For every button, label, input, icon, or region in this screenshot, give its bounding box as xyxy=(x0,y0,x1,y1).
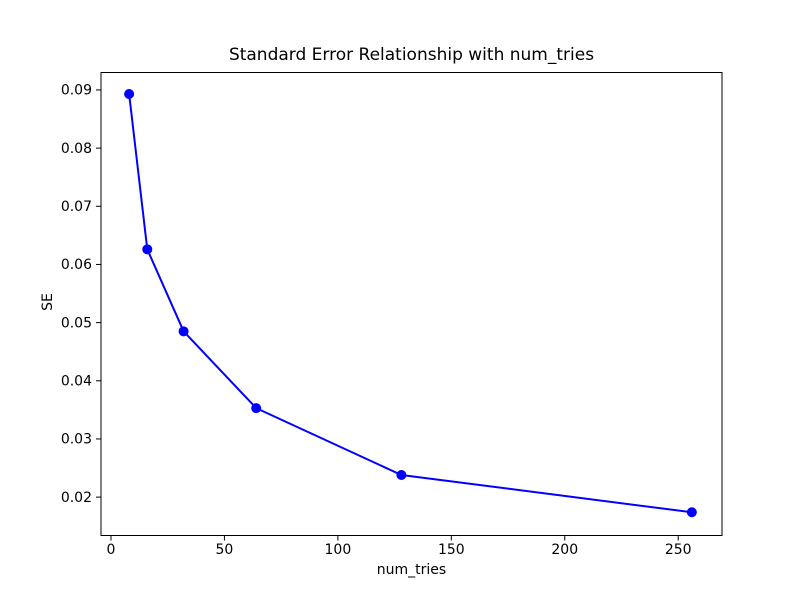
y-axis-label: SE xyxy=(40,293,56,311)
y-tick-label: 0.09 xyxy=(61,83,92,99)
x-tick-label: 150 xyxy=(438,542,465,558)
data-point xyxy=(142,244,153,255)
data-point xyxy=(178,326,189,337)
x-tick-label: 250 xyxy=(665,542,692,558)
x-tick-label: 50 xyxy=(216,542,234,558)
y-tick-label: 0.04 xyxy=(61,373,92,389)
x-tick-label: 100 xyxy=(325,542,352,558)
series-line xyxy=(128,93,693,514)
y-tick-label: 0.05 xyxy=(61,315,92,331)
data-point xyxy=(251,403,262,414)
y-tick-label: 0.08 xyxy=(61,141,92,157)
y-tick-label: 0.07 xyxy=(61,199,92,215)
data-point xyxy=(124,89,135,100)
data-point xyxy=(686,507,697,518)
x-axis-label: num_tries xyxy=(376,562,447,578)
x-tick-label: 0 xyxy=(107,542,116,558)
x-tick-label: 200 xyxy=(551,542,578,558)
chart-title: Standard Error Relationship with num_tri… xyxy=(228,45,595,65)
y-tick-label: 0.06 xyxy=(61,257,92,273)
y-tick-label: 0.02 xyxy=(61,490,92,506)
plot-border xyxy=(100,72,723,536)
data-point xyxy=(396,470,407,481)
y-tick-label: 0.03 xyxy=(61,432,92,448)
